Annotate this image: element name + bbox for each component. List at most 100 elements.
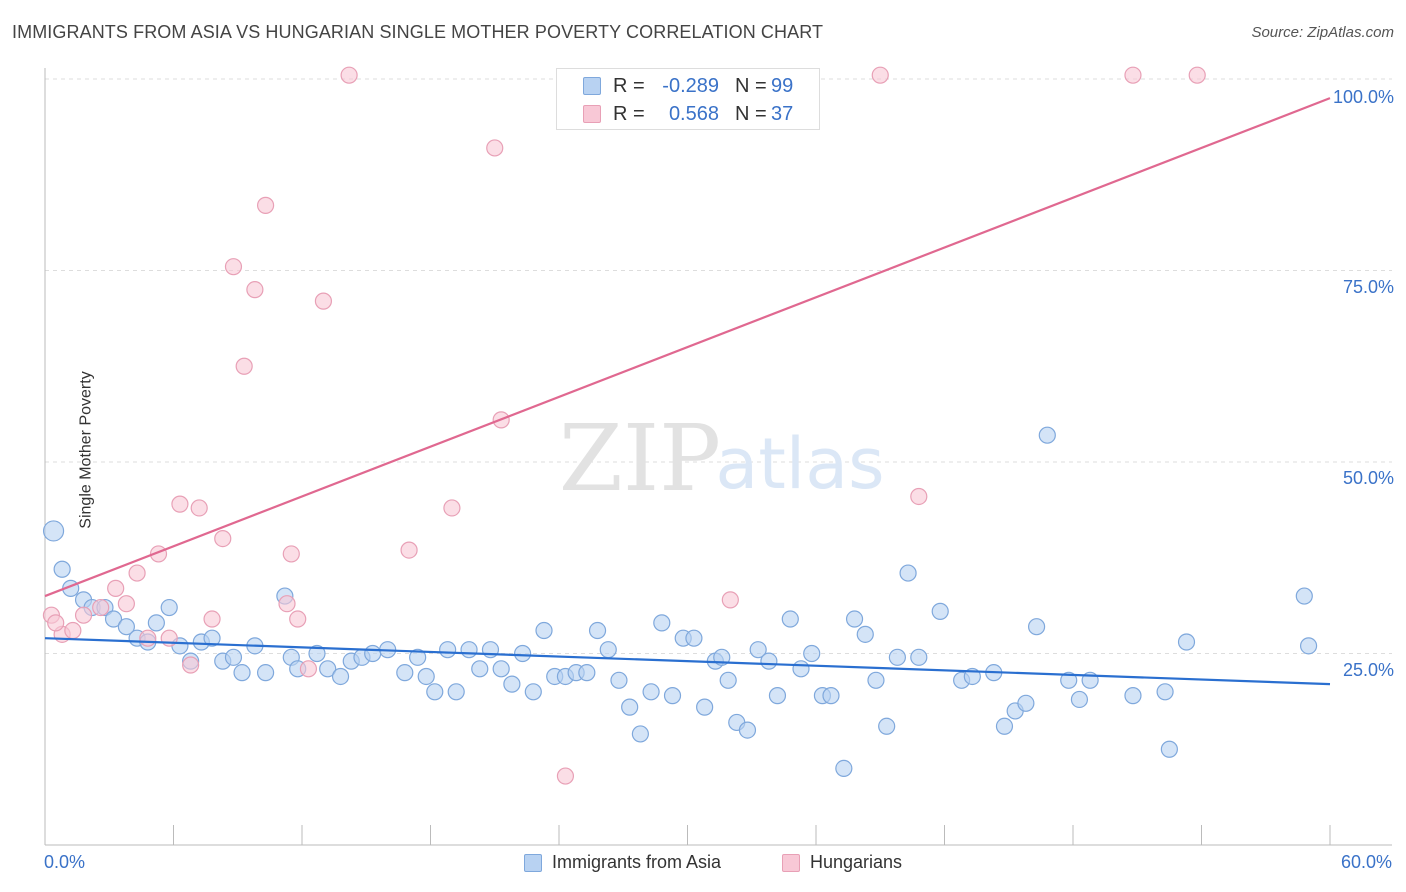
data-point: [792, 660, 810, 678]
legend-item-asia[interactable]: Immigrants from Asia: [524, 852, 721, 873]
data-point: [878, 717, 896, 735]
data-point: [42, 520, 65, 542]
legend-swatch-blue: [583, 77, 601, 95]
data-point: [117, 595, 135, 613]
correlation-legend: R = -0.289 N = 99 R = 0.568 N = 37: [556, 68, 820, 130]
watermark-atlas: atlas: [715, 423, 884, 505]
legend-n-value: 37: [771, 102, 794, 125]
data-point: [760, 652, 778, 670]
data-point: [995, 717, 1014, 735]
data-point: [642, 683, 660, 701]
data-point: [282, 545, 300, 563]
series-immigrants-from-asia: [42, 426, 1318, 778]
data-point: [822, 687, 840, 705]
legend-n-label: N =: [735, 102, 767, 125]
data-point: [631, 725, 649, 743]
data-point: [139, 629, 157, 647]
legend-row-asia: R = -0.289 N = 99: [557, 71, 793, 101]
data-point: [888, 648, 906, 666]
axes: [44, 68, 1392, 846]
data-point: [1156, 683, 1174, 701]
data-point: [203, 610, 221, 628]
data-point: [1299, 637, 1318, 655]
data-point: [492, 660, 510, 678]
data-point: [74, 606, 93, 624]
legend-row-hungarians: R = 0.568 N = 37: [557, 99, 793, 129]
data-point: [663, 687, 682, 705]
series-legend: Immigrants from Asia Hungarians: [0, 852, 1406, 878]
legend-swatch-pink: [782, 853, 800, 872]
data-point: [803, 644, 821, 663]
data-point: [719, 671, 737, 689]
data-point: [768, 687, 787, 705]
data-point: [107, 579, 125, 597]
legend-n-label: N =: [735, 74, 767, 97]
data-point: [1027, 618, 1046, 636]
data-point: [856, 625, 874, 643]
data-point: [308, 644, 326, 663]
data-point: [246, 281, 264, 299]
data-point: [685, 629, 703, 647]
data-point: [535, 621, 553, 640]
data-point: [400, 541, 418, 559]
data-point: [340, 66, 358, 84]
legend-item-hungarians[interactable]: Hungarians: [782, 852, 902, 873]
y-tick-label-100: 100.0%: [1332, 87, 1394, 107]
data-point: [319, 660, 337, 678]
y-tick-label-50: 50.0%: [1342, 468, 1394, 488]
data-point: [653, 614, 671, 632]
data-point: [503, 675, 521, 693]
data-point: [426, 683, 444, 701]
data-point: [738, 721, 757, 739]
legend-r-label: R =: [613, 102, 645, 125]
data-point: [64, 621, 82, 640]
data-point: [235, 357, 253, 375]
data-point: [256, 664, 275, 682]
data-point: [524, 683, 542, 701]
data-point: [696, 698, 714, 716]
data-point: [331, 667, 350, 686]
data-point: [721, 591, 739, 609]
data-point: [224, 258, 243, 276]
data-point: [92, 598, 110, 617]
data-point: [171, 495, 189, 513]
data-point: [1038, 426, 1056, 444]
data-point: [749, 641, 767, 659]
legend-r-label: R =: [613, 74, 645, 97]
data-point: [117, 618, 135, 636]
data-point: [104, 610, 123, 628]
data-point: [278, 595, 296, 613]
series-hungarians: [42, 66, 1206, 785]
data-point: [299, 660, 318, 678]
data-point: [160, 598, 178, 617]
data-point: [931, 602, 949, 620]
data-point: [1177, 633, 1196, 651]
data-point: [1160, 740, 1178, 758]
data-point: [588, 621, 607, 640]
trend-line: [44, 637, 1331, 686]
data-point: [556, 767, 575, 785]
chart-title: IMMIGRANTS FROM ASIA VS HUNGARIAN SINGLE…: [12, 22, 824, 42]
data-point: [1295, 587, 1313, 605]
data-point: [835, 759, 853, 778]
data-point: [447, 683, 465, 701]
data-point: [364, 644, 382, 663]
data-point: [867, 671, 885, 689]
data-point: [214, 529, 232, 548]
data-point: [47, 614, 65, 632]
data-point: [871, 66, 889, 84]
data-point: [128, 564, 146, 582]
y-tick-label-25: 25.0%: [1342, 660, 1394, 680]
data-point: [53, 560, 71, 578]
data-point: [486, 139, 504, 157]
legend-r-value: -0.289: [662, 74, 719, 97]
trend-line: [44, 97, 1331, 598]
data-point: [224, 648, 243, 666]
data-point: [1188, 66, 1206, 84]
y-tick-label-75: 75.0%: [1342, 277, 1394, 297]
data-point: [289, 610, 307, 628]
data-point: [513, 644, 532, 663]
x-tick-label-min: 0.0%: [44, 852, 86, 872]
data-point: [1070, 690, 1089, 709]
